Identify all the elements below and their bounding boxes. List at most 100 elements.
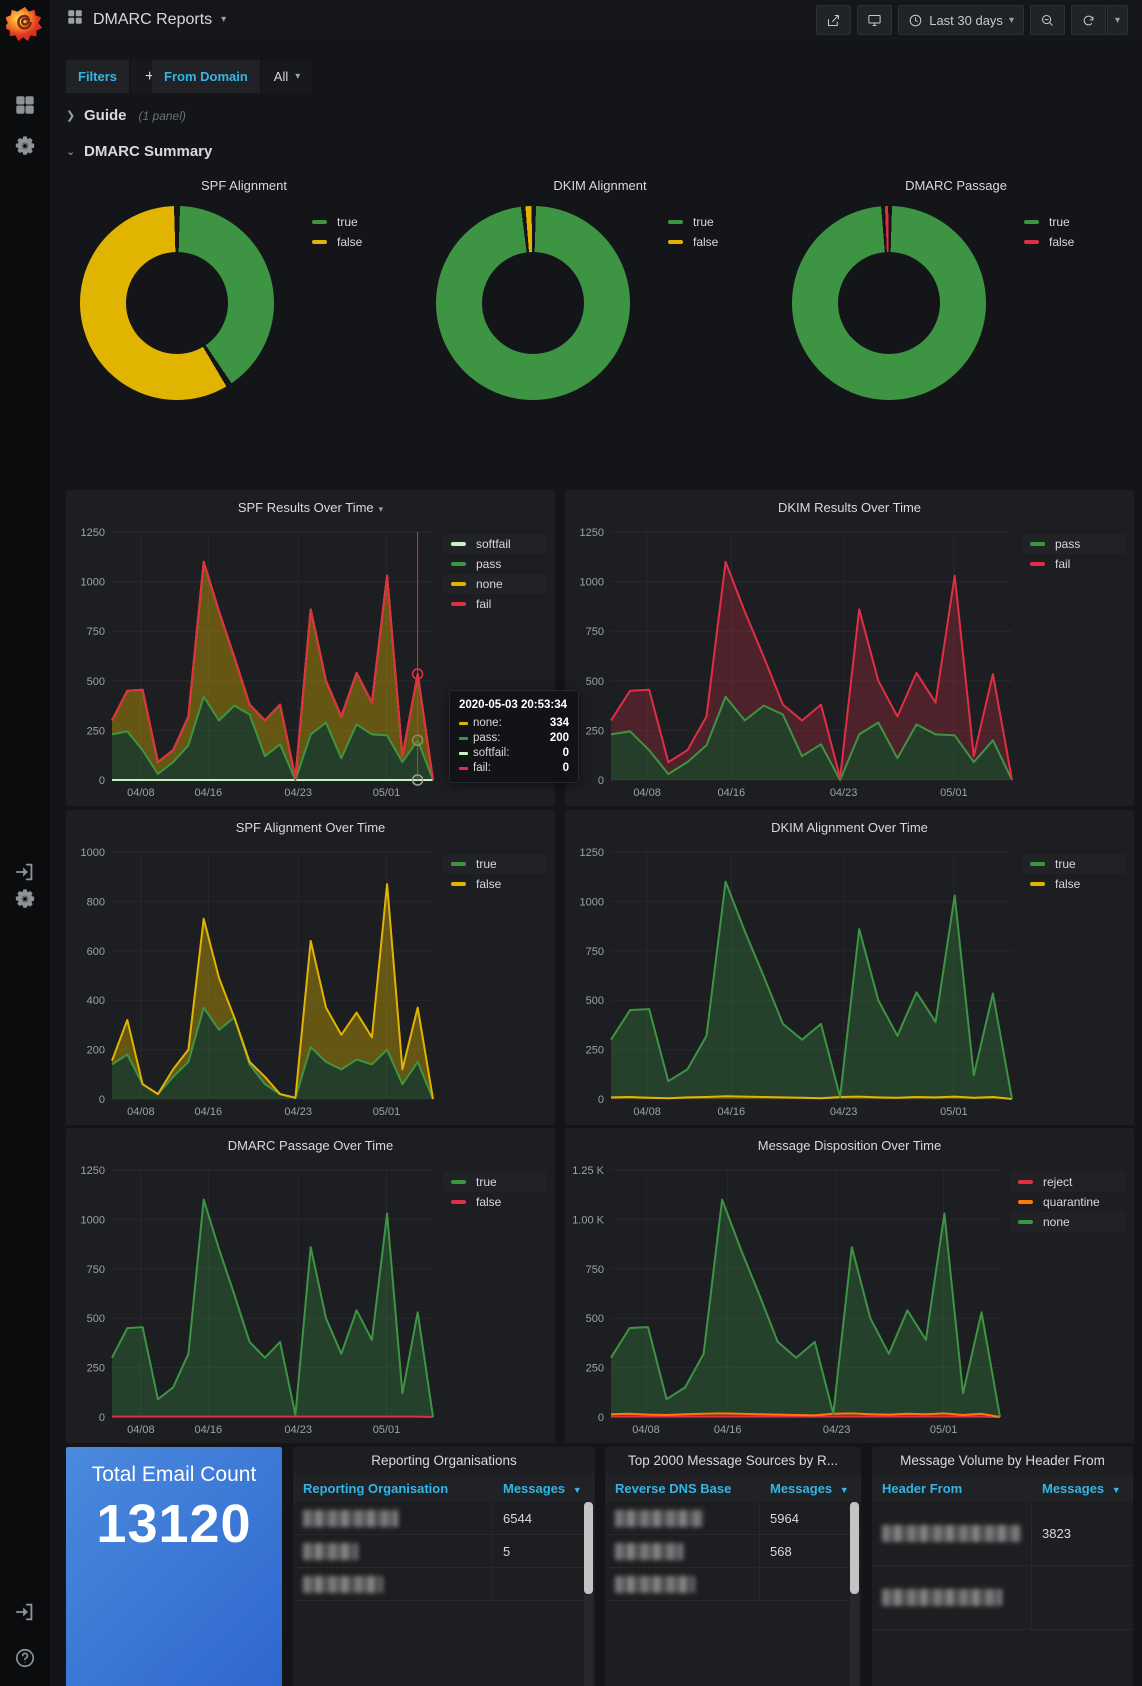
svg-text:04/16: 04/16 — [195, 787, 223, 799]
legend-label: true — [337, 215, 358, 229]
legend-item[interactable]: true — [443, 854, 547, 874]
cycle-view-mode-button[interactable] — [857, 5, 893, 35]
table-body: 5964 568 — [605, 1502, 861, 1686]
row-guide[interactable]: ❯ Guide (1 panel) — [66, 107, 186, 124]
panel-title[interactable]: DMARC Passage Over Time — [227, 1138, 394, 1153]
legend-item[interactable]: false — [660, 232, 726, 252]
table-cell-messages: 5 — [503, 1543, 511, 1559]
legend-swatch-icon — [1018, 1200, 1033, 1204]
legend-item[interactable]: quarantine — [1010, 1192, 1126, 1212]
row-dmarc-summary[interactable]: ⌄ DMARC Summary — [66, 143, 213, 160]
dmarc-passage-donut[interactable] — [792, 206, 986, 400]
svg-text:600: 600 — [87, 946, 105, 958]
sidebar-settings-gear-icon[interactable] — [13, 134, 37, 158]
table-panel-title[interactable]: Message Volume by Header From — [900, 1453, 1105, 1468]
legend-item[interactable]: false — [443, 1192, 547, 1212]
legend-item[interactable]: softfail — [443, 534, 547, 554]
table-panel-title[interactable]: Top 2000 Message Sources by R... — [627, 1453, 839, 1468]
redacted-text-block — [615, 1575, 695, 1593]
sidebar-signin-icon[interactable] — [13, 860, 37, 884]
panel-title[interactable]: DKIM Alignment Over Time — [771, 820, 928, 835]
legend-item[interactable]: pass — [1022, 534, 1126, 554]
legend-item[interactable]: fail — [1022, 554, 1126, 574]
share-button[interactable] — [816, 5, 852, 35]
legend-swatch-icon — [668, 240, 683, 244]
legend-item[interactable]: none — [443, 574, 547, 594]
svg-text:1250: 1250 — [580, 847, 604, 859]
spf-alignment-chart[interactable]: 0 200 400 600 800 1000 04/08 04/16 04/23 05/01 — [72, 844, 437, 1121]
legend-item[interactable]: true — [443, 1172, 547, 1192]
grafana-logo-icon[interactable] — [4, 4, 44, 42]
filters-label[interactable]: Filters — [66, 60, 130, 93]
scrollbar-thumb[interactable] — [584, 1502, 593, 1594]
panel-title[interactable]: SPF Alignment — [201, 178, 287, 193]
sidebar-help-icon[interactable] — [13, 1646, 37, 1670]
legend-item[interactable]: true — [1022, 854, 1126, 874]
table-panel-title[interactable]: Reporting Organisations — [371, 1453, 517, 1468]
panel-title[interactable]: Message Disposition Over Time — [757, 1138, 942, 1153]
svg-text:1.00 K: 1.00 K — [572, 1214, 604, 1226]
table-column-header[interactable]: Messages ▼ — [503, 1481, 582, 1496]
svg-text:750: 750 — [87, 1264, 105, 1276]
redacted-text-block — [615, 1509, 703, 1527]
sidebar-dashboards-icon[interactable] — [13, 93, 37, 117]
legend-item[interactable]: pass — [443, 554, 547, 574]
svg-text:04/23: 04/23 — [823, 1424, 851, 1436]
legend-item[interactable]: false — [443, 874, 547, 894]
panel-title[interactable]: DKIM Alignment — [553, 178, 647, 193]
table-column-header[interactable]: Header From — [882, 1481, 963, 1496]
panel-menu-caret-icon[interactable]: ▾ — [378, 504, 384, 514]
redacted-text-block — [615, 1542, 683, 1560]
chevron-down-icon: ▾ — [295, 71, 301, 82]
table-row: 6544 — [293, 1502, 595, 1535]
panel-title[interactable]: SPF Results Over Time ▾ — [237, 500, 384, 515]
refresh-button[interactable] — [1070, 5, 1106, 35]
legend-item[interactable]: fail — [443, 594, 547, 614]
table-column-header[interactable]: Reverse DNS Base — [615, 1481, 732, 1496]
legend-item[interactable]: none — [1010, 1212, 1126, 1232]
legend-item[interactable]: false — [304, 232, 370, 252]
refresh-interval-dropdown[interactable]: ▾ — [1106, 5, 1128, 35]
dkim-results-chart[interactable]: 0 250 500 750 1000 1250 04/08 04/16 04/23 05/01 — [571, 524, 1016, 802]
table-cell-name-redacted — [605, 1568, 760, 1600]
panel-reporting-organisations: Reporting Organisations Reporting Organis… — [293, 1447, 595, 1686]
svg-text:0: 0 — [99, 1412, 105, 1424]
dkim-alignment-donut[interactable] — [436, 206, 630, 400]
dashboard-title[interactable]: DMARC Reports — [93, 10, 213, 28]
sort-caret-icon: ▼ — [839, 1485, 849, 1495]
legend-item[interactable]: true — [660, 212, 726, 232]
legend-item[interactable]: true — [304, 212, 370, 232]
time-range-picker[interactable]: Last 30 days ▾ — [898, 5, 1024, 35]
panel-title[interactable]: DMARC Passage — [905, 178, 1007, 193]
table-row: 3823 — [872, 1502, 1133, 1566]
chevron-down-icon: ⌄ — [66, 146, 76, 158]
zoom-out-time-button[interactable] — [1029, 5, 1065, 35]
table-row: 5 — [293, 1535, 595, 1568]
spf-results-chart[interactable]: 0 250 500 750 1000 1250 04/08 04/16 04/23 05/01 — [72, 524, 437, 802]
legend-item[interactable]: false — [1022, 874, 1126, 894]
sidebar-server-admin-gear-icon[interactable] — [13, 887, 37, 911]
table-column-header[interactable]: Messages ▼ — [770, 1481, 849, 1496]
table-column-header-row: Reverse DNS Base Messages ▼ — [605, 1475, 861, 1502]
message-disposition-chart[interactable]: 0 250 500 750 1.00 K 1.25 K 04/08 04/16 04/23 05/… — [571, 1162, 1004, 1439]
legend-swatch-icon — [451, 602, 466, 606]
legend-item[interactable]: reject — [1010, 1172, 1126, 1192]
dmarc-passage-chart[interactable]: 0 250 500 750 1000 1250 04/08 04/16 04/23 05/01 — [72, 1162, 437, 1439]
table-row: 568 — [605, 1535, 861, 1568]
breadcrumb[interactable]: DMARC Reports ▾ — [66, 8, 226, 31]
svg-text:1000: 1000 — [81, 847, 105, 859]
panel-title[interactable]: SPF Alignment Over Time — [235, 820, 386, 835]
from-domain-value-dropdown[interactable]: All ▾ — [261, 60, 313, 93]
table-column-header[interactable]: Reporting Organisation — [303, 1481, 449, 1496]
panel-title[interactable]: DKIM Results Over Time — [777, 500, 922, 515]
table-cell-name-redacted — [872, 1566, 1032, 1629]
spf-alignment-donut[interactable] — [80, 206, 274, 400]
scrollbar-thumb[interactable] — [850, 1502, 859, 1594]
panel-dmarc-passage: DMARC Passage true false — [778, 168, 1134, 483]
legend-item[interactable]: false — [1016, 232, 1082, 252]
dkim-alignment-chart[interactable]: 0 250 500 750 1000 1250 04/08 04/16 04/23 05/01 — [571, 844, 1016, 1121]
legend-item[interactable]: true — [1016, 212, 1082, 232]
sidebar-login-icon[interactable] — [13, 1600, 37, 1624]
table-column-header[interactable]: Messages ▼ — [1042, 1481, 1121, 1496]
